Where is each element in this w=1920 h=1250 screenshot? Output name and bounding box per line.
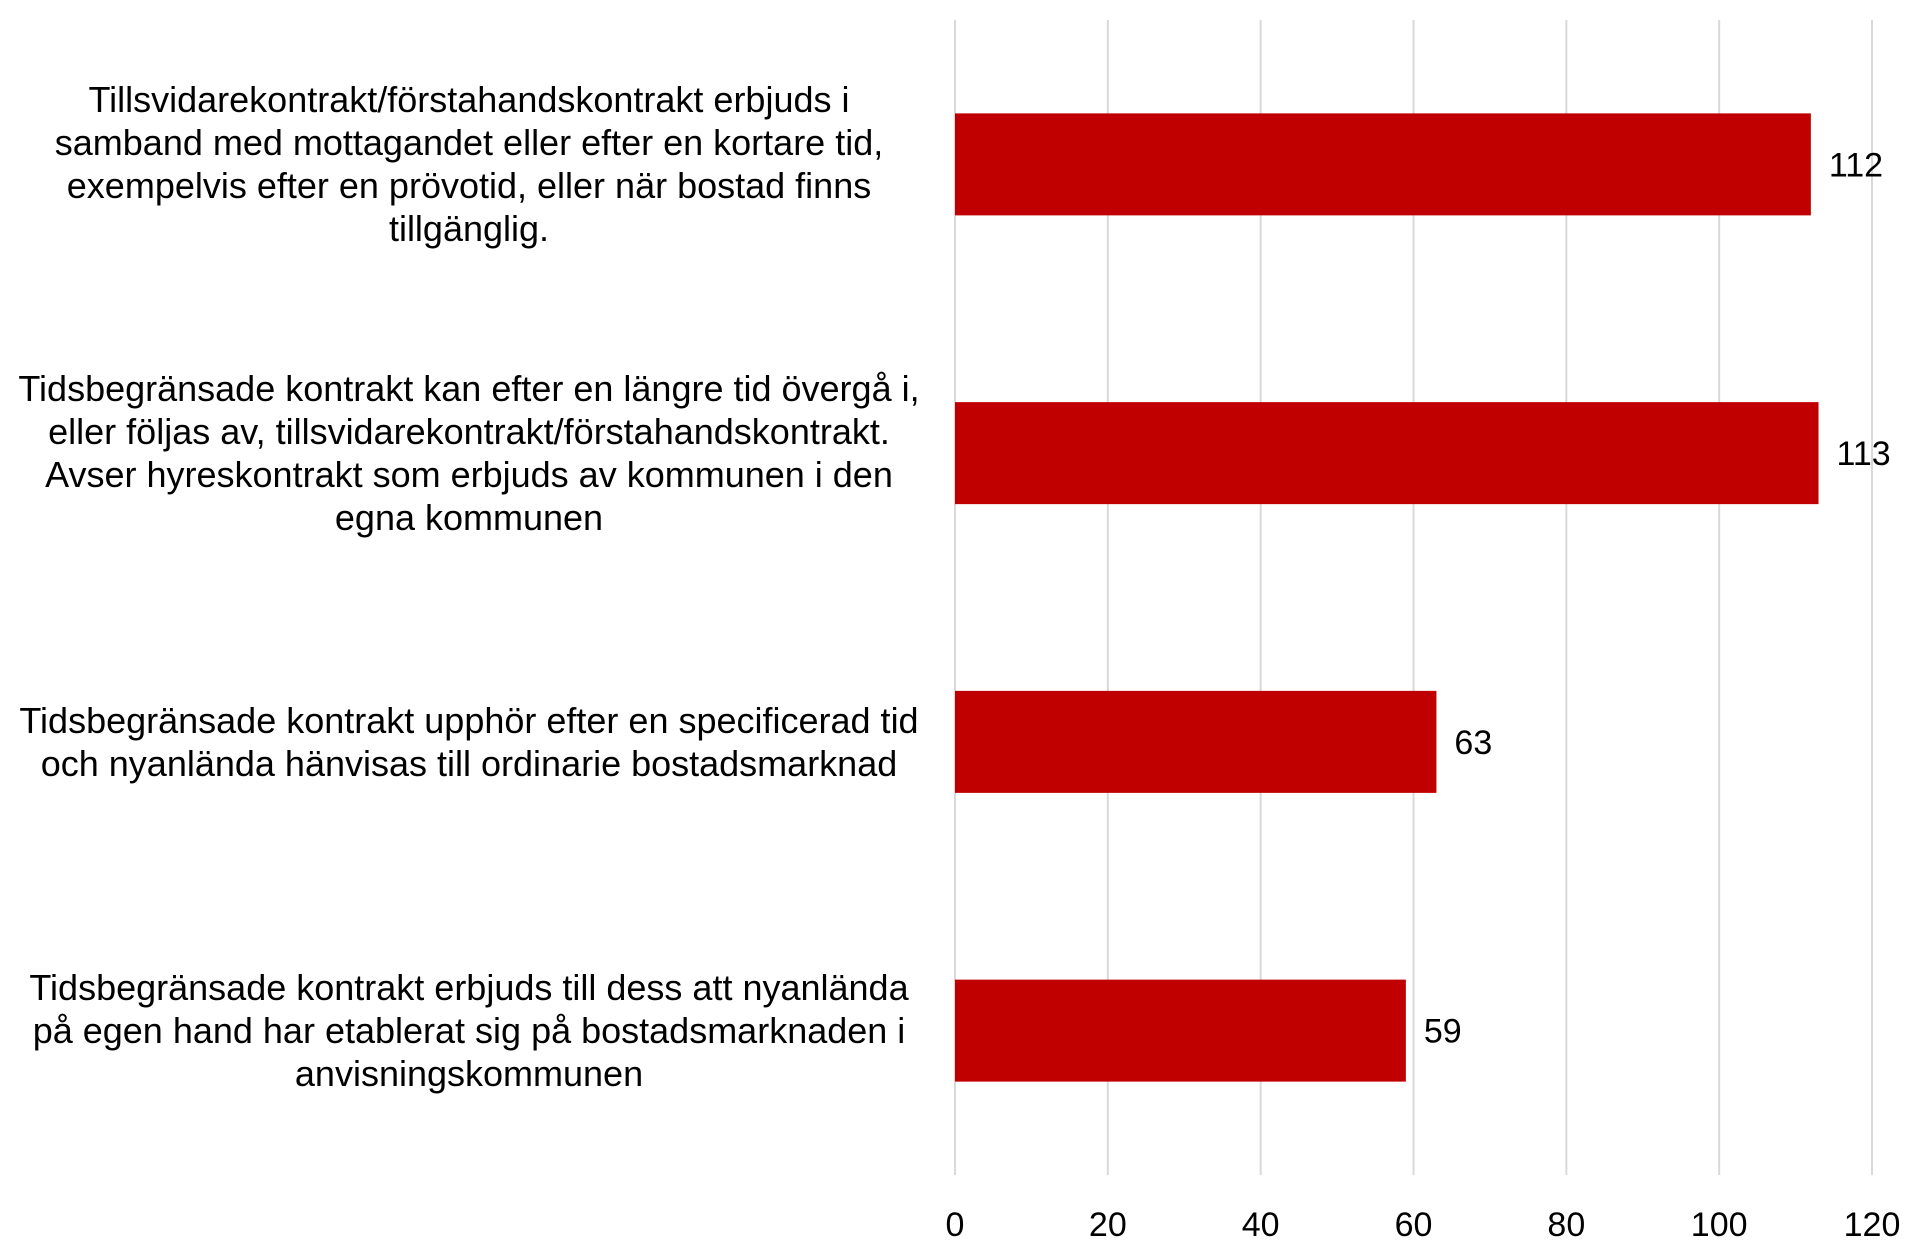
data-label: 112 [1829, 146, 1883, 184]
bar [955, 979, 1406, 1082]
x-tick-label: 60 [1395, 1206, 1433, 1244]
x-tick-label: 40 [1242, 1206, 1280, 1244]
category-label: Tidsbegränsade kontrakt kan efter en län… [18, 368, 920, 539]
x-tick-label: 100 [1691, 1206, 1748, 1244]
category-label: Tidsbegränsade kontrakt erbjuds till des… [29, 967, 909, 1095]
x-tick-label: 20 [1089, 1206, 1127, 1244]
x-tick-label: 0 [946, 1206, 965, 1244]
category-label: Tillsvidarekontrakt/förstahandskontrakt … [54, 79, 884, 250]
bar [955, 113, 1811, 216]
x-tick-label: 80 [1547, 1206, 1585, 1244]
data-label: 113 [1837, 435, 1891, 473]
data-label: 59 [1424, 1013, 1462, 1051]
category-label: Tidsbegränsade kontrakt upphör efter en … [19, 699, 919, 784]
bar [955, 402, 1819, 505]
data-label: 63 [1454, 724, 1492, 762]
x-tick-label: 120 [1844, 1206, 1901, 1244]
bar [955, 690, 1437, 793]
